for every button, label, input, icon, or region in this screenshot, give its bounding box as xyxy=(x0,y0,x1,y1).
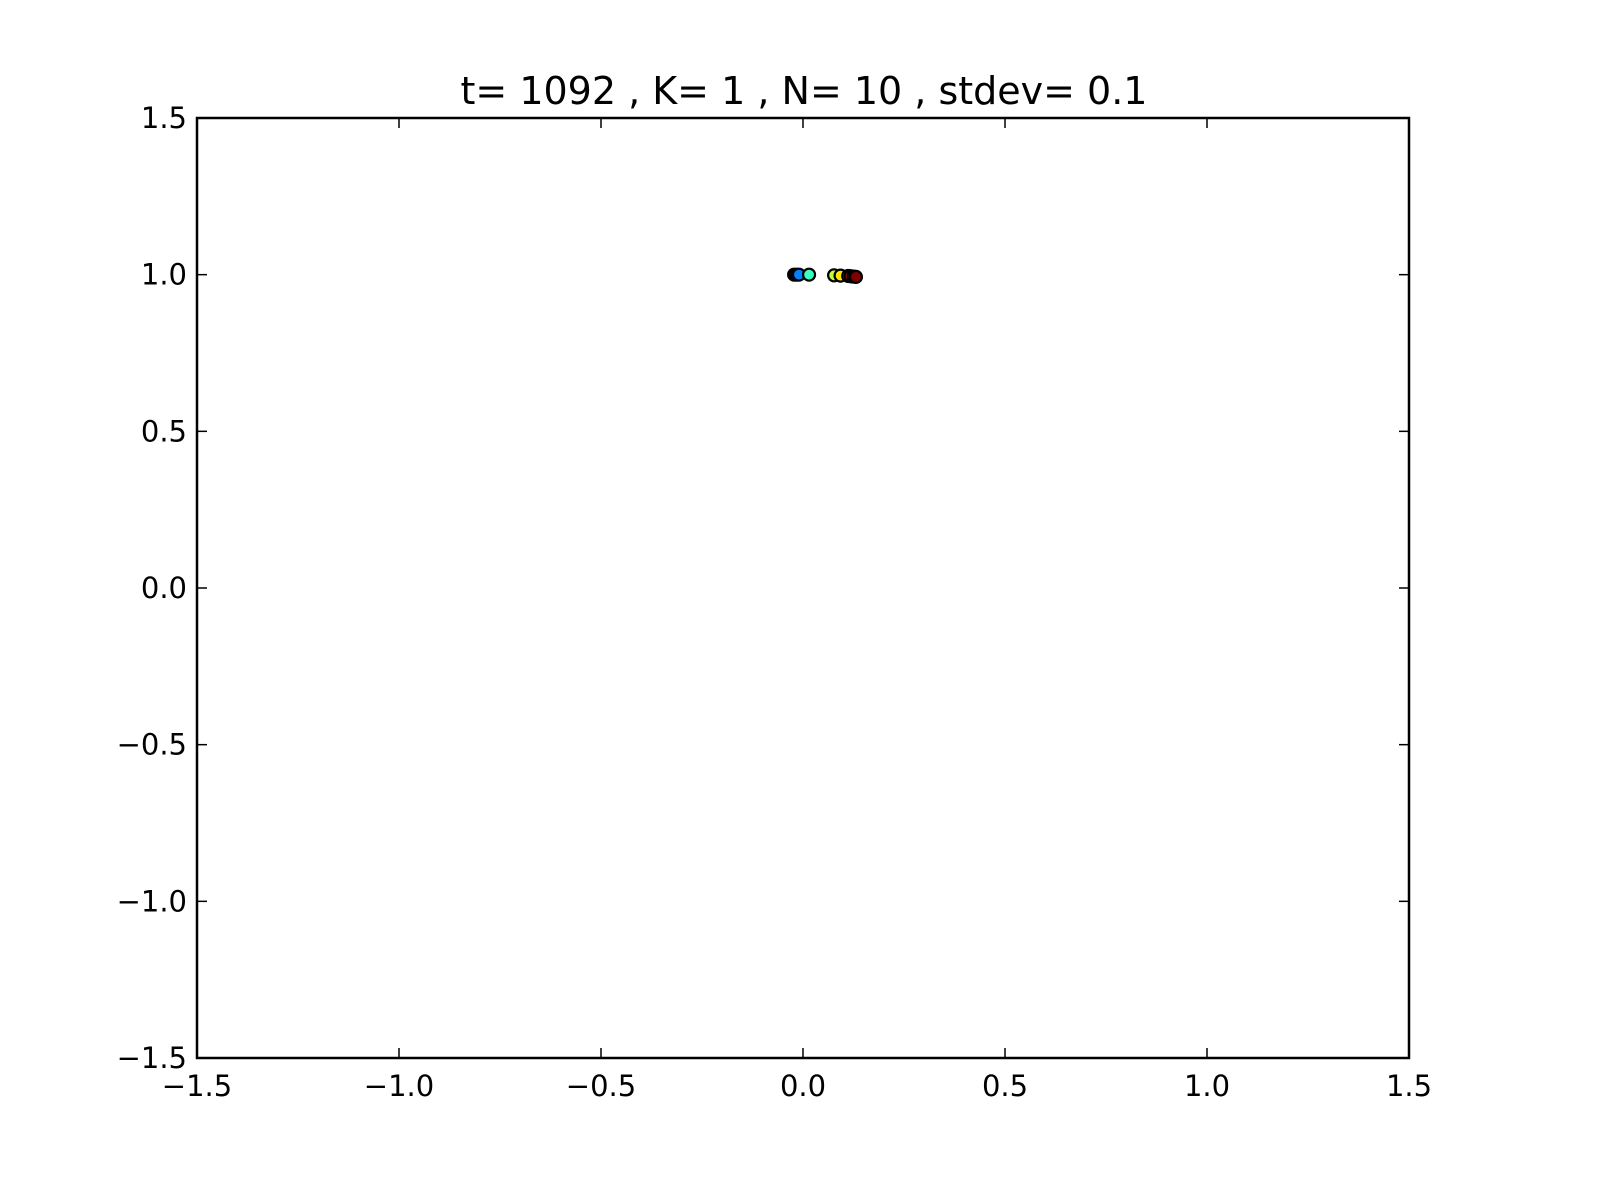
y-tick-label: 0.5 xyxy=(141,414,187,448)
y-tick-label: −1.5 xyxy=(117,1041,187,1075)
axis-ticks xyxy=(196,117,1410,1059)
x-tick-label: 0.5 xyxy=(982,1069,1028,1103)
x-axis-tick-labels: −1.5 −1.0 −0.5 0.0 0.5 1.0 1.5 xyxy=(162,1069,1432,1103)
x-tick-label: 0.0 xyxy=(780,1069,826,1103)
x-tick-label: −1.5 xyxy=(162,1069,232,1103)
x-tick-label: 1.5 xyxy=(1386,1069,1432,1103)
plot-frame xyxy=(195,116,1411,1060)
y-tick-label: 1.0 xyxy=(141,258,187,292)
y-tick-label: 1.5 xyxy=(141,101,187,135)
x-tick-label: 1.0 xyxy=(1184,1069,1230,1103)
y-tick-label: 0.0 xyxy=(141,571,187,605)
scatter-point xyxy=(848,269,864,284)
y-tick-label: −1.0 xyxy=(117,884,187,918)
y-tick-label: −0.5 xyxy=(117,728,187,762)
x-tick-label: −0.5 xyxy=(566,1069,636,1103)
scatter-points xyxy=(787,267,864,284)
x-tick-label: −1.0 xyxy=(364,1069,434,1103)
y-axis-tick-labels: −1.5 −1.0 −0.5 0.0 0.5 1.0 1.5 xyxy=(117,101,187,1075)
chart-title: t= 1092 , K= 1 , N= 10 , stdev= 0.1 xyxy=(461,69,1148,113)
scatter-point xyxy=(801,267,817,282)
